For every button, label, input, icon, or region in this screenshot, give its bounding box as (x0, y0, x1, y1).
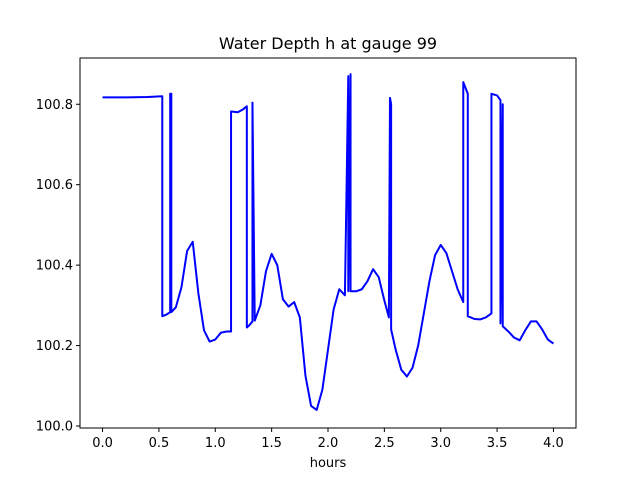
x-axis: 0.0 0.5 1.0 1.5 2.0 2.5 3.0 3.5 4.0 (92, 428, 564, 451)
x-tick-label: 2.5 (374, 436, 395, 451)
y-tick-label: 100.6 (36, 178, 73, 193)
y-tick-label: 100.8 (36, 98, 73, 113)
x-tick-label: 0.5 (149, 436, 170, 451)
x-tick-label: 0.0 (92, 436, 113, 451)
x-tick-label: 3.5 (487, 436, 508, 451)
chart-title: Water Depth h at gauge 99 (219, 34, 437, 53)
x-axis-label: hours (310, 456, 347, 471)
x-tick-label: 4.0 (543, 436, 564, 451)
plot-area (102, 73, 555, 411)
y-axis: 100.0 100.2 100.4 100.6 100.8 (36, 98, 80, 434)
x-tick-label: 1.5 (261, 436, 282, 451)
y-tick-label: 100.4 (36, 259, 73, 274)
y-tick-label: 100.0 (36, 419, 73, 434)
x-tick-label: 2.0 (318, 436, 339, 451)
y-tick-label: 100.2 (36, 339, 73, 354)
x-tick-label: 3.0 (430, 436, 451, 451)
x-tick-label: 1.0 (205, 436, 226, 451)
series-line-0 (102, 73, 555, 411)
